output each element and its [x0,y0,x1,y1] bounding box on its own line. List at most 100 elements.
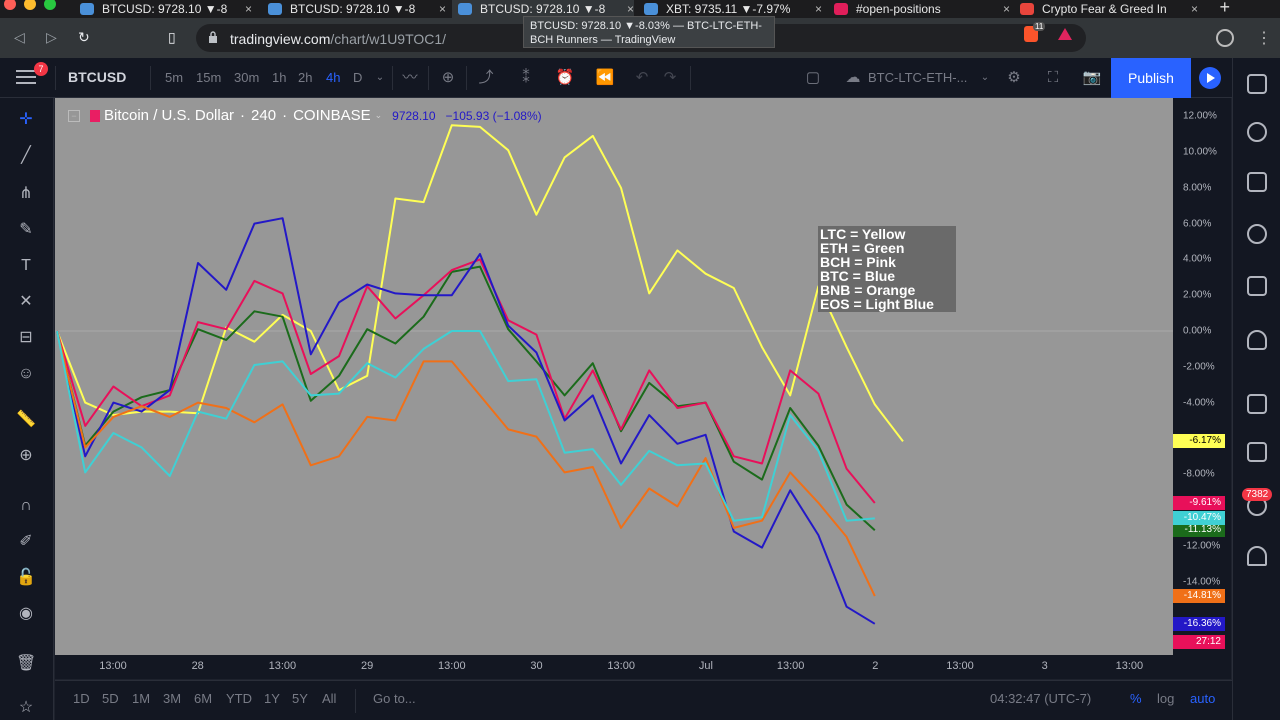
chart-pane[interactable] [55,98,1173,655]
symbol-search-button[interactable]: BTCUSD [68,69,127,85]
compare-symbol-icon[interactable]: ⊕ [441,69,455,86]
data-window-icon[interactable] [1247,172,1267,192]
main-menu-icon[interactable] [16,70,36,86]
alert-icon[interactable]: ⏰ [555,69,575,86]
range-ytd[interactable]: YTD [226,691,252,706]
log-scale-toggle[interactable]: log [1157,691,1175,706]
chart-style-icon[interactable]: 〰 [402,69,418,86]
series-line-eos[interactable] [56,330,875,522]
zoom-in-icon[interactable]: ⊕ [19,447,33,464]
range-1m[interactable]: 1M [132,691,151,706]
collapse-legend-icon[interactable]: − [68,109,80,122]
close-window-button[interactable] [4,0,16,10]
tab-close-button[interactable]: × [814,2,822,16]
timeframe-dropdown-icon[interactable]: ⌄ [375,72,385,83]
range-3m[interactable]: 3M [163,691,182,706]
brave-rewards-icon[interactable] [1058,28,1072,40]
tab-close-button[interactable]: × [1190,2,1198,16]
timezone-clock[interactable]: 04:32:47 (UTC-7) [990,691,1092,706]
ideas-bulb-icon[interactable] [1247,330,1267,350]
browser-tab[interactable]: BTCUSD: 9728.10 ▼-8 × [80,0,252,18]
publish-button[interactable]: Publish [1111,58,1191,98]
pitchfork-icon[interactable]: ⋔ [19,185,33,202]
timeframe-2h[interactable]: 2h [298,70,313,85]
forward-icon[interactable]: ▷ [46,29,57,45]
browser-tab[interactable]: #open-positions × [834,0,1010,18]
notifications-bell-icon[interactable] [1247,546,1267,566]
time-scale[interactable]: 13:00 28 13:00 29 13:00 30 13:00 Jul 13:00 2 13:00… [55,655,1173,679]
reload-icon[interactable]: ↻ [78,29,90,45]
series-line-btc[interactable] [56,217,876,625]
bar-replay-icon[interactable]: ⏪ [595,69,615,86]
cloud-save-icon[interactable]: ☁ [845,69,861,86]
fullscreen-icon[interactable]: ⛶ [1047,69,1059,86]
browser-tab-active[interactable]: BTCUSD: 9728.10 ▼-8 × [452,0,634,18]
trash-icon[interactable]: 🗑 [16,655,37,672]
browser-tab[interactable]: XBT: 9735.11 ▼-7.97% × [644,0,822,18]
new-tab-button[interactable]: + [1219,0,1230,17]
maximize-window-button[interactable] [44,0,56,10]
watchlist-icon[interactable] [1247,74,1267,94]
text-tool-icon[interactable]: T [21,257,31,274]
indicators-icon[interactable]: ⤴ [478,69,494,86]
color-key-note[interactable]: LTC = Yellow ETH = Green BCH = Pink BTC … [818,226,956,312]
back-icon[interactable]: ◁ [14,29,25,45]
timeframe-1h[interactable]: 1h [272,70,287,85]
trend-line-icon[interactable]: ╱ [21,147,31,164]
layout-dropdown-icon[interactable]: ⌄ [980,72,990,83]
financials-icon[interactable]: ⁑ [522,69,530,86]
measure-ruler-icon[interactable]: 📏 [16,411,36,428]
tab-close-button[interactable]: × [244,2,252,16]
bookmark-icon[interactable]: ▯ [168,29,176,45]
range-5y[interactable]: 5Y [292,691,308,706]
undo-icon[interactable]: ↶ [635,69,649,86]
stay-in-drawing-icon[interactable]: ✐ [19,533,33,550]
range-5d[interactable]: 5D [102,691,119,706]
symbol-title[interactable]: Bitcoin / U.S. Dollar [104,107,235,124]
hide-drawings-icon[interactable]: ◉ [19,605,33,622]
cursor-crosshair-icon[interactable]: ✛ [19,111,33,128]
snapshot-camera-icon[interactable]: 📷 [1082,69,1102,86]
chart-canvas[interactable] [55,98,1173,655]
browser-menu-icon[interactable]: ⋮ [1256,30,1272,47]
icons-tool-icon[interactable]: ☺ [17,365,35,382]
redo-icon[interactable]: ↷ [663,69,677,86]
magnet-icon[interactable]: ∩ [20,497,32,514]
pattern-icon[interactable]: ✕ [19,293,33,310]
prediction-icon[interactable]: ⊟ [19,329,33,346]
auto-scale-toggle[interactable]: auto [1190,691,1216,706]
series-line-bch[interactable] [56,258,876,504]
browser-tab[interactable]: BTCUSD: 9728.10 ▼-8 × [268,0,446,18]
lock-drawings-icon[interactable]: 🔓 [16,569,36,586]
tab-close-button[interactable]: × [1002,2,1010,16]
minimize-window-button[interactable] [24,0,36,10]
percent-scale-toggle[interactable]: % [1130,691,1142,706]
range-all[interactable]: All [322,691,337,706]
browser-tab[interactable]: Crypto Fear & Greed In × [1020,0,1198,18]
scale-corner[interactable] [1173,655,1231,679]
calendar-icon[interactable] [1247,276,1267,296]
layout-name[interactable]: BTC-LTC-ETH-... [868,70,968,85]
brush-icon[interactable]: ✎ [19,221,33,238]
series-line-bnb[interactable] [56,330,876,597]
messages-icon[interactable] [1247,442,1267,462]
timeframe-d[interactable]: D [353,70,363,85]
tab-close-button[interactable]: × [626,2,634,16]
goto-date-button[interactable]: Go to... [373,691,416,706]
play-icon[interactable] [1199,67,1221,89]
range-1d[interactable]: 1D [73,691,90,706]
chats-icon[interactable] [1247,394,1267,414]
hotlists-icon[interactable] [1247,224,1267,244]
layout-select-icon[interactable]: ▢ [805,69,821,86]
legend-chevron-icon[interactable]: ⌄ [374,110,383,120]
alerts-clock-icon[interactable] [1247,122,1267,142]
favorites-star-icon[interactable]: ☆ [18,699,34,716]
range-6m[interactable]: 6M [194,691,213,706]
timeframe-30m[interactable]: 30m [234,70,260,85]
timeframe-15m[interactable]: 15m [196,70,222,85]
tab-close-button[interactable]: × [438,2,446,16]
timeframe-5m[interactable]: 5m [165,70,184,85]
settings-gear-icon[interactable]: ⚙ [1007,69,1021,86]
range-1y[interactable]: 1Y [264,691,280,706]
price-scale[interactable]: 12.00% 10.00% 8.00% 6.00% 4.00% 2.00% 0.00% -2.… [1173,98,1231,655]
